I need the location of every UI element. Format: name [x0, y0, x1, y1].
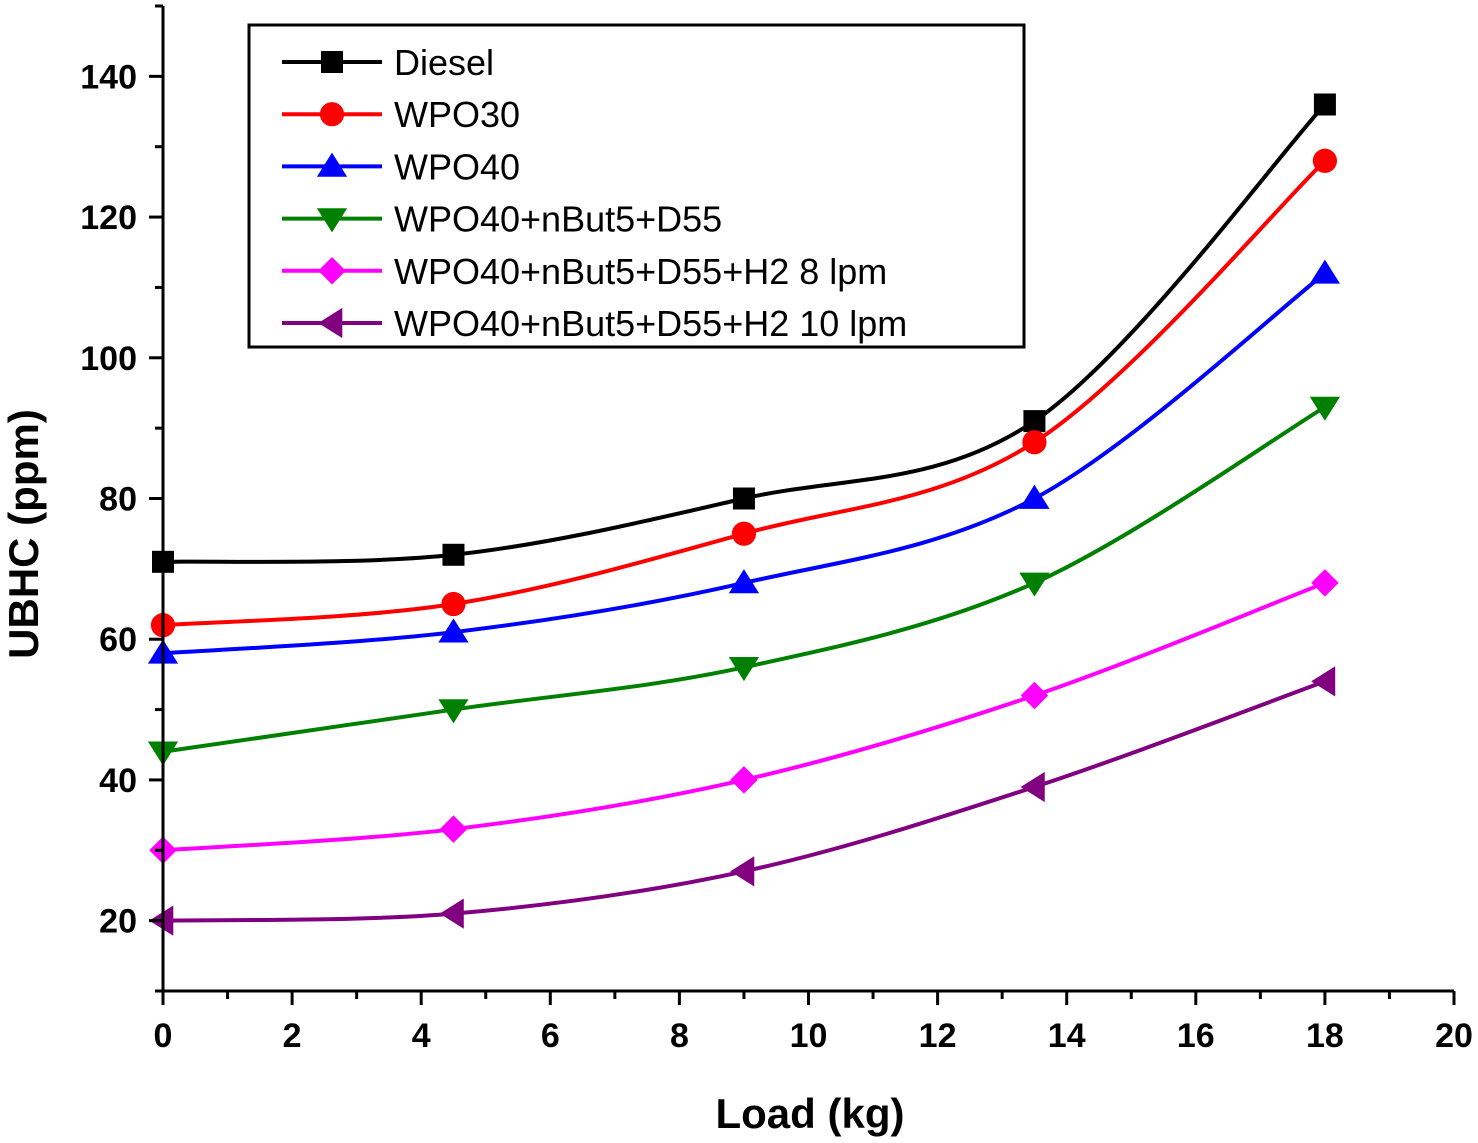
- axis-ticks: 0 2 4 6 8 10 12 14 16 18 20 20 40 60 80 100 120 140: [80, 4, 1473, 1055]
- legend-label: Diesel: [394, 42, 494, 83]
- data-point-5: [1020, 681, 1049, 710]
- x-tick-label: 12: [919, 1017, 957, 1055]
- data-point-3: [438, 618, 469, 643]
- legend-label: WPO40: [394, 146, 520, 187]
- y-tick-label: 20: [99, 903, 137, 941]
- data-point-3: [1309, 259, 1341, 284]
- x-tick-label: 10: [790, 1017, 828, 1055]
- legend-swatch-marker: [316, 152, 348, 177]
- x-tick-label: 20: [1435, 1017, 1473, 1055]
- data-point-5: [1311, 569, 1339, 597]
- legend-swatch-marker: [321, 51, 343, 73]
- legend-label: WPO40+nBut5+D55: [394, 199, 722, 240]
- y-tick-label: 80: [99, 481, 137, 519]
- data-point-4: [438, 699, 469, 724]
- legend-label: WPO40+nBut5+D55+H2 10 lpm: [394, 303, 907, 344]
- legend-swatch-marker: [318, 257, 346, 285]
- legend: Diesel WPO30 WPO40 WPO40+nBut5+D55 WPO40+nBu…: [247, 23, 1026, 349]
- legend-swatch-marker: [318, 307, 343, 339]
- x-axis-title: Load (kg): [716, 1090, 905, 1137]
- y-tick-label: 40: [99, 762, 137, 800]
- data-point-1: [732, 487, 755, 510]
- legend-swatch-marker: [319, 102, 345, 127]
- data-point-6: [730, 856, 755, 887]
- data-point-3: [728, 569, 760, 594]
- data-point-2: [731, 521, 757, 546]
- data-point-6: [439, 898, 464, 929]
- data-point-2: [1312, 148, 1337, 173]
- data-point-1: [1313, 93, 1336, 116]
- x-tick-label: 6: [541, 1017, 560, 1055]
- x-tick-label: 4: [412, 1017, 431, 1055]
- data-point-3: [1019, 484, 1050, 509]
- y-tick-label: 120: [80, 199, 137, 237]
- y-tick-label: 140: [80, 58, 137, 96]
- data-point-1: [442, 543, 465, 566]
- x-tick-label: 2: [283, 1017, 302, 1055]
- x-tick-label: 0: [154, 1017, 173, 1055]
- legend-label: WPO30: [394, 94, 520, 135]
- y-tick-label: 100: [80, 340, 137, 378]
- data-point-6: [1311, 666, 1336, 697]
- x-tick-label: 8: [670, 1017, 689, 1055]
- y-tick-label: 60: [99, 621, 137, 659]
- legend-label: WPO40+nBut5+D55+H2 8 lpm: [394, 251, 887, 292]
- data-point-2: [441, 591, 466, 617]
- data-point-5: [439, 815, 468, 843]
- data-point-6: [1020, 771, 1045, 803]
- series-line-5: [162, 581, 1326, 853]
- data-point-5: [730, 766, 758, 794]
- data-point-1: [1023, 410, 1046, 433]
- series-line-6: [162, 679, 1326, 923]
- legend-swatch-marker: [316, 208, 348, 233]
- data-point-4: [728, 657, 760, 682]
- x-tick-label: 18: [1306, 1017, 1344, 1055]
- data-point-2: [1022, 430, 1047, 455]
- legend-box: [247, 23, 1026, 349]
- x-tick-label: 16: [1177, 1017, 1215, 1055]
- data-point-4: [1019, 572, 1050, 597]
- y-axis-title: UBHC (ppm): [0, 409, 47, 659]
- x-tick-label: 14: [1048, 1017, 1086, 1055]
- data-point-4: [1309, 396, 1341, 421]
